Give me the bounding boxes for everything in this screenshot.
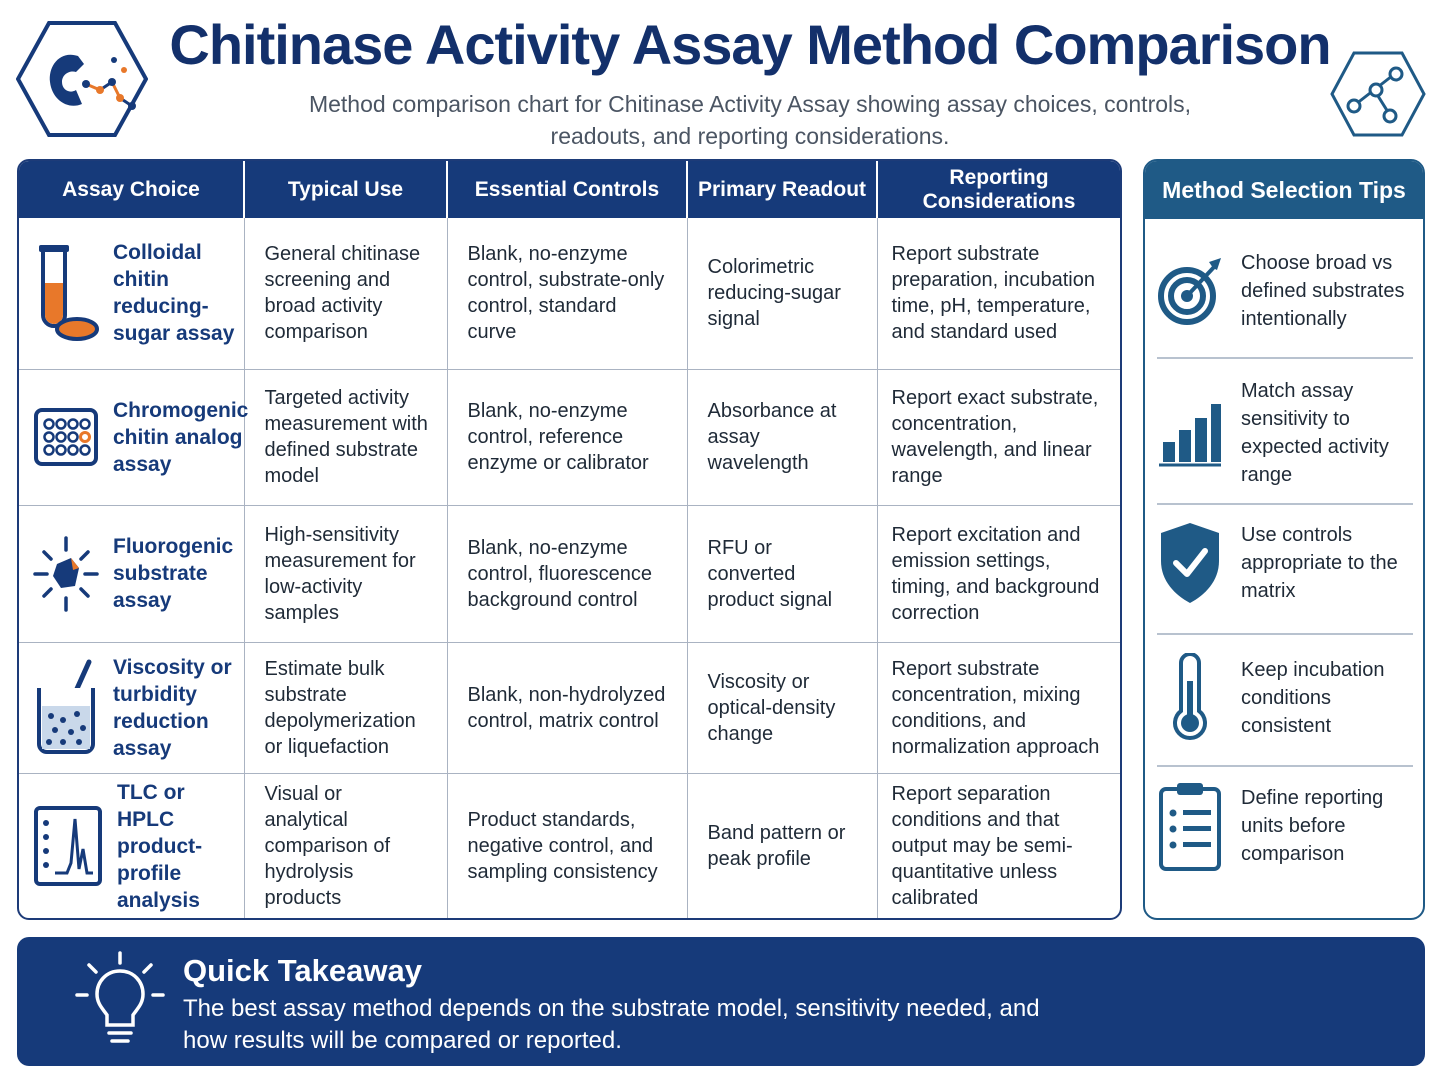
takeaway-text: The best assay method depends on the sub… bbox=[183, 995, 1040, 1054]
table-row: TLC or HPLC product-profile analysis Vis… bbox=[19, 773, 1120, 918]
header: Chitinase Activity Assay Method Comparis… bbox=[0, 0, 1440, 158]
assay-choice-label: Fluorogenic substrate assay bbox=[113, 535, 234, 612]
typical-use-cell: High-sensitivity measurement for low-act… bbox=[244, 505, 448, 643]
primary-readout-cell: Band pattern or peak profile bbox=[687, 773, 878, 918]
target-icon bbox=[1158, 258, 1221, 325]
essential-controls-cell: Blank, non-hydrolyzed control, matrix co… bbox=[447, 642, 688, 774]
microplate-icon bbox=[34, 408, 98, 466]
typical-use-cell: General chitinase screening and broad ac… bbox=[244, 218, 448, 370]
page-title: Chitinase Activity Assay Method Comparis… bbox=[169, 13, 1331, 76]
quick-takeaway-banner: Quick Takeaway The best assay method dep… bbox=[17, 937, 1425, 1066]
enzyme-logo-icon bbox=[16, 21, 148, 137]
clipboard-icon bbox=[1159, 783, 1221, 871]
table-row: Viscosity or turbidity reduction assay E… bbox=[19, 642, 1120, 774]
tip-item: Use controls appropriate to the matrix bbox=[1157, 521, 1413, 605]
tip-item: Match assay sensitivity to expected acti… bbox=[1157, 377, 1413, 489]
lightbulb-icon bbox=[75, 951, 165, 1043]
tip-divider bbox=[1157, 357, 1413, 359]
reporting-cell: Report exact substrate, concentration, w… bbox=[877, 369, 1120, 506]
chromatogram-icon bbox=[34, 806, 102, 887]
bar-chart-icon bbox=[1159, 404, 1221, 467]
typical-use-cell: Estimate bulk substrate depolymerization… bbox=[244, 642, 448, 774]
tip-item: Define reporting units before comparison bbox=[1157, 779, 1413, 873]
fluorescence-icon bbox=[33, 535, 99, 612]
page-subtitle: Method comparison chart for Chitinase Ac… bbox=[308, 91, 1192, 149]
thermometer-icon bbox=[1173, 653, 1207, 740]
tip-divider bbox=[1157, 765, 1413, 767]
test-tube-icon bbox=[39, 245, 99, 342]
tip-divider bbox=[1157, 503, 1413, 505]
column-header: Essential Controls bbox=[447, 161, 688, 218]
tip-text: Keep incubation conditions consistent bbox=[1241, 659, 1385, 737]
primary-readout-cell: Viscosity or optical-density change bbox=[687, 642, 878, 774]
column-header: Primary Readout bbox=[687, 161, 878, 218]
typical-use-cell: Targeted activity measurement with defin… bbox=[244, 369, 448, 506]
table-row: Colloidal chitin reducing-sugar assay Ge… bbox=[19, 218, 1120, 370]
takeaway-title: Quick Takeaway bbox=[183, 953, 422, 988]
method-comparison-table: Assay Choice Typical Use Essential Contr… bbox=[17, 159, 1122, 920]
essential-controls-cell: Blank, no-enzyme control, reference enzy… bbox=[447, 369, 688, 506]
table-row: Chromogenic chitin analog assay Targeted… bbox=[19, 369, 1120, 506]
column-header: Reporting Considerations bbox=[877, 161, 1120, 218]
reporting-cell: Report separation conditions and that ou… bbox=[891, 783, 1073, 910]
tip-text: Use controls appropriate to the matrix bbox=[1241, 524, 1398, 602]
table-row: Fluorogenic substrate assay High-sensiti… bbox=[19, 505, 1120, 643]
essential-controls-cell: Product standards, negative control, and… bbox=[447, 773, 688, 918]
essential-controls-cell: Blank, no-enzyme control, fluorescence b… bbox=[447, 505, 688, 643]
tip-item: Keep incubation conditions consistent bbox=[1157, 653, 1413, 743]
tip-text: Match assay sensitivity to expected acti… bbox=[1241, 380, 1389, 486]
reporting-cell: Report excitation and emission settings,… bbox=[877, 505, 1120, 643]
column-header: Assay Choice bbox=[19, 161, 245, 218]
typical-use-cell: Visual or analytical comparison of hydro… bbox=[244, 773, 448, 918]
column-header: Typical Use bbox=[244, 161, 448, 218]
method-selection-tips-panel: Method Selection Tips Choose broad vs de… bbox=[1143, 159, 1425, 920]
reporting-cell: Report substrate concentration, mixing c… bbox=[877, 642, 1120, 774]
molecule-logo-icon bbox=[1330, 51, 1426, 137]
primary-readout-cell: Absorbance at assay wavelength bbox=[687, 369, 878, 506]
reporting-cell: Report substrate preparation, incubation… bbox=[877, 218, 1120, 370]
assay-choice-label: Chromogenic chitin analog assay bbox=[113, 398, 249, 476]
tip-text: Choose broad vs defined substrates inten… bbox=[1241, 252, 1405, 330]
tip-divider bbox=[1157, 633, 1413, 635]
table-header-row: Assay Choice Typical Use Essential Contr… bbox=[19, 161, 1120, 218]
tip-item: Choose broad vs defined substrates inten… bbox=[1157, 249, 1413, 333]
primary-readout-cell: Colorimetric reducing-sugar signal bbox=[687, 218, 878, 370]
shield-check-icon bbox=[1161, 523, 1219, 603]
primary-readout-cell: RFU or converted product signal bbox=[687, 505, 878, 643]
essential-controls-cell: Blank, no-enzyme control, substrate-only… bbox=[447, 218, 688, 370]
tips-title: Method Selection Tips bbox=[1145, 161, 1423, 219]
tip-text: Define reporting units before comparison bbox=[1241, 787, 1384, 865]
assay-choice-label: TLC or HPLC product-profile analysis bbox=[117, 780, 203, 912]
assay-choice-label: Colloidal chitin reducing-sugar assay bbox=[113, 241, 235, 346]
assay-choice-label: Viscosity or turbidity reduction assay bbox=[113, 655, 232, 760]
beaker-icon bbox=[37, 659, 95, 754]
